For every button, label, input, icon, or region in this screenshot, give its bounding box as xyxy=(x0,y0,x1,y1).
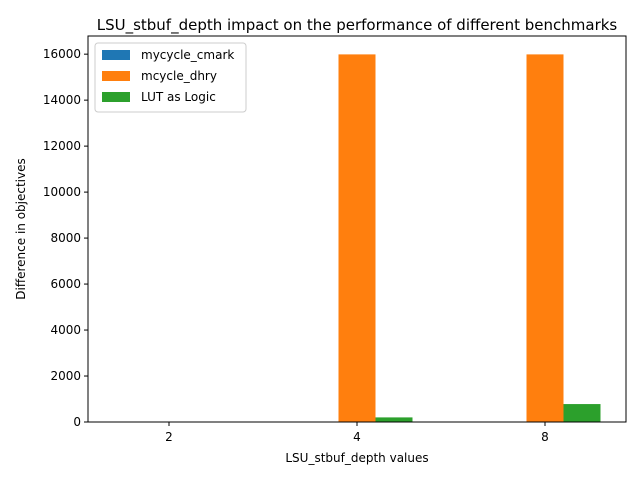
legend-swatch xyxy=(102,71,130,81)
legend: mycycle_cmark mcycle_dhry LUT as Logic xyxy=(94,42,247,113)
bar-mcycle-dhry-4 xyxy=(338,54,376,422)
y-tick-label: 4000 xyxy=(50,323,81,337)
y-axis-label: Difference in objectives xyxy=(14,158,28,299)
chart-title: LSU_stbuf_depth impact on the performanc… xyxy=(97,16,618,35)
bar-mcycle-dhry-8 xyxy=(526,54,564,422)
y-tick-label: 10000 xyxy=(43,185,81,199)
y-tick-label: 8000 xyxy=(50,231,81,245)
x-tick-label: 2 xyxy=(165,430,173,444)
legend-swatch xyxy=(102,50,130,60)
x-axis: 2 4 8 xyxy=(165,422,549,444)
bars-layer xyxy=(338,54,601,422)
bar-lut-as-logic-8 xyxy=(563,404,601,422)
x-axis-label: LSU_stbuf_depth values xyxy=(285,451,428,465)
legend-box xyxy=(94,42,247,113)
y-tick-label: 12000 xyxy=(43,139,81,153)
y-tick-label: 2000 xyxy=(50,369,81,383)
y-tick-label: 14000 xyxy=(43,93,81,107)
legend-label: LUT as Logic xyxy=(141,90,216,104)
y-axis: 0 2000 4000 6000 8000 10000 12000 14000 16000 xyxy=(43,47,88,429)
y-tick-label: 0 xyxy=(73,415,81,429)
bar-lut-as-logic-4 xyxy=(375,417,413,422)
y-tick-label: 16000 xyxy=(43,47,81,61)
y-tick-label: 6000 xyxy=(50,277,81,291)
legend-swatch xyxy=(102,92,130,102)
legend-label: mycycle_cmark xyxy=(141,48,234,62)
x-tick-label: 8 xyxy=(541,430,549,444)
x-tick-label: 4 xyxy=(353,430,361,444)
legend-label: mcycle_dhry xyxy=(141,69,217,83)
